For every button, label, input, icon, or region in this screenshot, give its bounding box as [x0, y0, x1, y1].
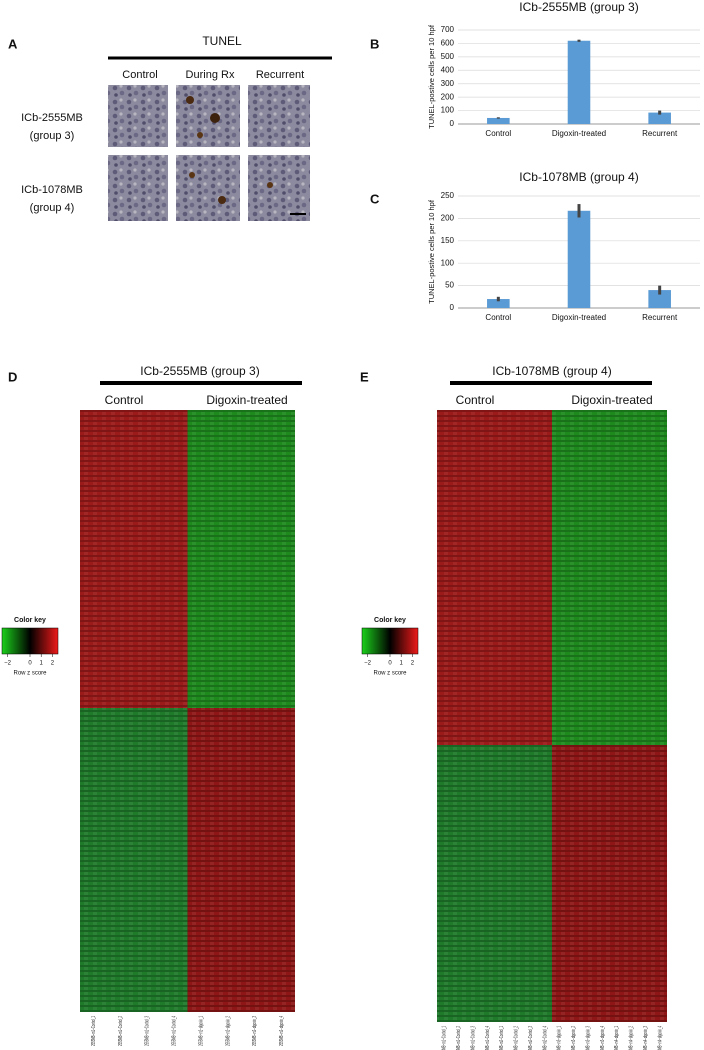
- y-axis-label: TUNEL-postive cells per 10 hpf: [427, 24, 436, 129]
- row-label: ICb-2555MB: [21, 112, 83, 124]
- column-label: 1078MB−m4−digoxin_1: [614, 1026, 620, 1050]
- y-tick-label: 0: [450, 119, 455, 128]
- column-label: 1078MB−m1−Control_2: [456, 1026, 462, 1050]
- tunel-title: TUNEL: [202, 34, 242, 48]
- panel-letter: D: [8, 369, 17, 384]
- column-label: 1078MB−m3−digoxin_4: [600, 1026, 606, 1050]
- x-tick-label: Control: [485, 129, 511, 138]
- column-label: 1078MB−m3−digoxin_2: [571, 1026, 577, 1050]
- key-tick-label: −2: [364, 661, 372, 667]
- key-title: Color key: [14, 617, 46, 624]
- key-tick-label: 1: [40, 661, 44, 667]
- x-tick-label: Recurrent: [642, 313, 678, 322]
- column-label: During Rx: [186, 69, 235, 81]
- key-gradient: [1, 627, 59, 655]
- column-label: 1078MB−m4−digoxin_4: [657, 1026, 663, 1050]
- key-label: Row z score: [373, 671, 407, 677]
- key-tick-label: 2: [51, 661, 55, 667]
- heatmap-texture: [437, 410, 667, 1022]
- column-label: 2555MB−m1−Control_2: [118, 1016, 124, 1046]
- key-gradient: [361, 627, 419, 655]
- column-label: 1078MB−m2−Control_4: [542, 1026, 548, 1050]
- key-tick-label: 2: [411, 661, 415, 667]
- x-tick-label: Digoxin-treated: [552, 129, 606, 138]
- heatmap-title: ICb-1078MB (group 4): [492, 364, 611, 378]
- key-title: Color key: [374, 617, 406, 624]
- panel-letter: E: [360, 369, 369, 384]
- y-tick-label: 200: [441, 92, 455, 101]
- y-axis-label: TUNEL-postive cells per 10 hpf: [427, 199, 436, 304]
- panel-letter: B: [370, 36, 379, 51]
- bar: [567, 210, 591, 308]
- column-label: 1078MB−m1−Control_4: [485, 1026, 491, 1050]
- heatmap-title: ICb-2555MB (group 3): [140, 364, 259, 378]
- group-label: Control: [456, 393, 495, 407]
- chart-title: ICb-1078MB (group 4): [519, 170, 638, 184]
- row-label: (group 4): [30, 202, 75, 214]
- bar: [567, 40, 591, 124]
- key-label: Row z score: [13, 671, 47, 677]
- column-label: 2555MB−m2−digoxin_1: [198, 1016, 204, 1046]
- y-tick-label: 50: [445, 281, 454, 290]
- y-tick-label: 150: [441, 236, 455, 245]
- y-tick-label: 100: [441, 106, 455, 115]
- row-label: ICb-1078MB: [21, 184, 83, 196]
- column-label: 1078MB−m3−digoxin_1: [557, 1026, 563, 1050]
- x-tick-label: Control: [485, 313, 511, 322]
- group-label: Control: [105, 393, 144, 407]
- column-label: Control: [122, 69, 157, 81]
- y-tick-label: 700: [441, 25, 455, 34]
- column-label: 1078MB−m4−digoxin_2: [629, 1026, 635, 1050]
- column-label: Recurrent: [256, 69, 304, 81]
- bar: [487, 117, 510, 124]
- x-tick-label: Digoxin-treated: [552, 313, 606, 322]
- panel-letter: A: [8, 36, 18, 51]
- column-label: 2555MB−m1−Control_4: [172, 1016, 178, 1046]
- heatmap-texture: [80, 410, 295, 1012]
- column-label: 2555MB−m1−Control_1: [91, 1016, 97, 1046]
- y-tick-label: 250: [441, 191, 455, 200]
- column-label: 1078MB−m4−digoxin_3: [643, 1026, 649, 1050]
- y-tick-label: 100: [441, 258, 455, 267]
- tunel-images: [108, 85, 310, 221]
- column-label: 1078MB−m2−Control_2: [514, 1026, 520, 1050]
- bar: [487, 299, 510, 308]
- x-tick-label: Recurrent: [642, 129, 678, 138]
- column-label: 2555MB−m1−Control_3: [145, 1016, 151, 1046]
- y-tick-label: 600: [441, 39, 455, 48]
- bar: [648, 290, 671, 308]
- y-tick-label: 200: [441, 214, 455, 223]
- column-label: 2555MB−m2−digoxin_4: [279, 1016, 285, 1046]
- y-tick-label: 400: [441, 65, 455, 74]
- y-tick-label: 0: [450, 303, 455, 312]
- row-label: (group 3): [30, 130, 75, 142]
- column-label: 2555MB−m2−digoxin_2: [225, 1016, 231, 1046]
- group-label: Digoxin-treated: [571, 393, 652, 407]
- key-tick-label: 1: [400, 661, 404, 667]
- column-label: 1078MB−m2−Control_3: [528, 1026, 534, 1050]
- panel-letter: C: [370, 191, 380, 206]
- y-tick-label: 500: [441, 52, 455, 61]
- column-label: 1078MB−m1−Control_3: [470, 1026, 476, 1050]
- group-label: Digoxin-treated: [206, 393, 287, 407]
- column-label: 1078MB−m2−Control_1: [499, 1026, 505, 1050]
- key-tick-label: 0: [388, 661, 392, 667]
- key-tick-label: −2: [4, 661, 12, 667]
- bar: [648, 112, 671, 124]
- column-label: 2555MB−m2−digoxin_3: [252, 1016, 258, 1046]
- chart-title: ICb-2555MB (group 3): [519, 0, 638, 14]
- column-label: 1078MB−m1−Control_1: [442, 1026, 448, 1050]
- y-tick-label: 300: [441, 79, 455, 88]
- key-tick-label: 0: [28, 661, 32, 667]
- column-label: 1078MB−m3−digoxin_3: [585, 1026, 591, 1050]
